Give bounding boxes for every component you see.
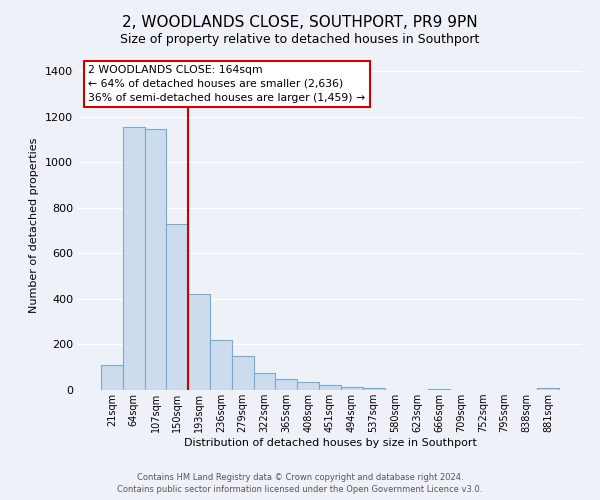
Bar xyxy=(166,224,188,390)
Bar xyxy=(210,340,232,390)
Bar xyxy=(123,127,145,390)
Bar xyxy=(428,389,450,390)
Bar xyxy=(275,378,297,390)
Bar xyxy=(363,388,385,390)
Text: Size of property relative to detached houses in Southport: Size of property relative to detached ho… xyxy=(121,32,479,46)
Bar xyxy=(537,388,559,390)
Bar xyxy=(145,130,166,390)
Bar xyxy=(319,386,341,390)
Bar xyxy=(297,382,319,390)
Bar xyxy=(232,356,254,390)
Y-axis label: Number of detached properties: Number of detached properties xyxy=(29,138,40,312)
Text: Contains HM Land Registry data © Crown copyright and database right 2024.
Contai: Contains HM Land Registry data © Crown c… xyxy=(118,473,482,494)
Bar xyxy=(254,373,275,390)
Bar xyxy=(101,365,123,390)
Text: 2 WOODLANDS CLOSE: 164sqm
← 64% of detached houses are smaller (2,636)
36% of se: 2 WOODLANDS CLOSE: 164sqm ← 64% of detac… xyxy=(88,65,365,103)
X-axis label: Distribution of detached houses by size in Southport: Distribution of detached houses by size … xyxy=(184,438,476,448)
Text: 2, WOODLANDS CLOSE, SOUTHPORT, PR9 9PN: 2, WOODLANDS CLOSE, SOUTHPORT, PR9 9PN xyxy=(122,15,478,30)
Bar xyxy=(341,386,363,390)
Bar xyxy=(188,294,210,390)
